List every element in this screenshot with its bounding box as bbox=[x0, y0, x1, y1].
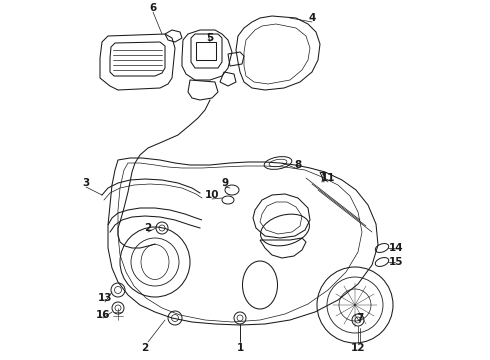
Text: 5: 5 bbox=[206, 33, 214, 43]
Text: 11: 11 bbox=[321, 173, 335, 183]
Text: 4: 4 bbox=[308, 13, 316, 23]
Text: 10: 10 bbox=[205, 190, 219, 200]
Text: 6: 6 bbox=[149, 3, 157, 13]
Text: 2: 2 bbox=[145, 223, 151, 233]
Text: 1: 1 bbox=[236, 343, 244, 353]
Text: 13: 13 bbox=[98, 293, 112, 303]
Text: 9: 9 bbox=[221, 178, 228, 188]
Text: 3: 3 bbox=[82, 178, 90, 188]
Text: 8: 8 bbox=[294, 160, 302, 170]
Text: 7: 7 bbox=[356, 313, 364, 323]
Text: 2: 2 bbox=[142, 343, 148, 353]
Text: 14: 14 bbox=[389, 243, 403, 253]
Text: 15: 15 bbox=[389, 257, 403, 267]
Text: 16: 16 bbox=[96, 310, 110, 320]
Text: 12: 12 bbox=[351, 343, 365, 353]
